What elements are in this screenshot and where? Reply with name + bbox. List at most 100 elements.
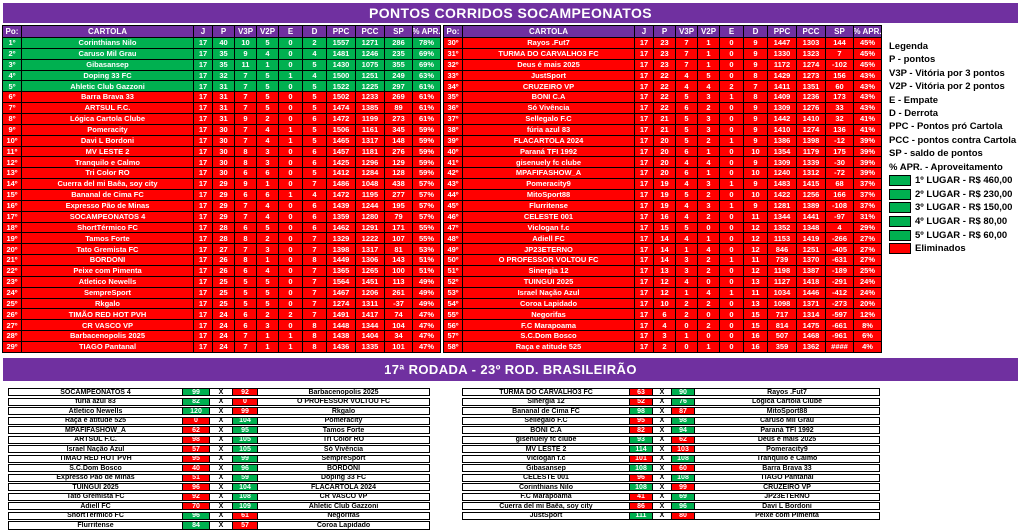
away-score-cell[interactable]: 90: [671, 388, 695, 397]
table-row[interactable]: 34º CRUZEIRO VP 17 22 4 4 2 7 1411 1351 60 43%: [444, 81, 882, 93]
away-team-cell[interactable]: MitoSport88: [694, 407, 880, 416]
home-score-cell[interactable]: 96: [182, 483, 210, 492]
pcc-cell[interactable]: 1451: [356, 276, 385, 288]
draws-cell[interactable]: 1: [279, 124, 303, 136]
position-cell[interactable]: 28º: [3, 331, 22, 343]
position-cell[interactable]: 24º: [3, 287, 22, 299]
team-name-cell[interactable]: BONI C.A: [463, 92, 635, 104]
draws-cell[interactable]: 1: [720, 255, 744, 267]
draws-cell[interactable]: 0: [279, 59, 303, 71]
table-row[interactable]: 26º TIMÃO RED HOT PVH 17 24 6 2 2 7 1491 1417 74 47…: [3, 309, 441, 321]
losses-cell[interactable]: 5: [303, 81, 327, 93]
points-cell[interactable]: 19: [654, 179, 676, 191]
table-row[interactable]: 37º Sellegalo F.C 17 21 5 3 0 9 1442 1410 32 41%: [444, 114, 882, 125]
home-score-cell[interactable]: 40: [182, 464, 210, 473]
away-team-cell[interactable]: Tri Color RO: [257, 435, 430, 444]
games-cell[interactable]: 17: [194, 276, 213, 288]
pcc-cell[interactable]: 1314: [797, 309, 826, 321]
v3p-cell[interactable]: 10: [235, 38, 257, 49]
v2p-cell[interactable]: 3: [698, 200, 720, 212]
pcc-cell[interactable]: 1317: [356, 244, 385, 256]
home-team-cell[interactable]: Bananal de Cima FC: [462, 407, 630, 416]
sp-cell[interactable]: -961: [826, 331, 854, 343]
away-team-cell[interactable]: Barbacenopolis 2025: [257, 388, 430, 397]
games-cell[interactable]: 17: [194, 266, 213, 277]
points-cell[interactable]: 31: [213, 92, 235, 104]
team-name-cell[interactable]: Lógica Cartola Clube: [22, 114, 194, 125]
losses-cell[interactable]: 9: [744, 103, 768, 115]
away-team-cell[interactable]: Rayos .Fut7: [694, 388, 880, 397]
home-team-cell[interactable]: CELESTE 001: [462, 473, 630, 482]
v2p-cell[interactable]: 2: [698, 266, 720, 277]
pcc-cell[interactable]: 1339: [797, 157, 826, 169]
games-cell[interactable]: 17: [194, 146, 213, 158]
away-score-cell[interactable]: 87: [671, 407, 695, 416]
pcc-cell[interactable]: 1161: [356, 124, 385, 136]
pcc-cell[interactable]: 1222: [356, 233, 385, 245]
v2p-cell[interactable]: 2: [257, 233, 279, 245]
sp-cell[interactable]: 171: [385, 222, 413, 234]
position-cell[interactable]: 32º: [444, 59, 463, 71]
home-team-cell[interactable]: Expresso Pão de Minas: [8, 473, 183, 482]
fixture-row[interactable]: MPAFIFASHOW_A 62 X 95 Tamos Forte: [8, 426, 433, 435]
ppc-cell[interactable]: 1386: [768, 135, 797, 147]
points-cell[interactable]: 26: [213, 255, 235, 267]
sp-cell[interactable]: 273: [385, 114, 413, 125]
v3p-cell[interactable]: 9: [235, 114, 257, 125]
v3p-cell[interactable]: 4: [676, 157, 698, 169]
team-name-cell[interactable]: Rayos .Fut7: [463, 38, 635, 49]
sp-cell[interactable]: -661: [826, 320, 854, 332]
ppc-cell[interactable]: 1172: [768, 59, 797, 71]
losses-cell[interactable]: 5: [303, 168, 327, 180]
losses-cell[interactable]: 13: [744, 276, 768, 288]
away-score-cell[interactable]: 99: [232, 454, 258, 463]
away-team-cell[interactable]: Tranquilo e Calmo: [694, 454, 880, 463]
losses-cell[interactable]: 7: [303, 233, 327, 245]
losses-cell[interactable]: 9: [744, 124, 768, 136]
games-cell[interactable]: 17: [194, 38, 213, 49]
sp-cell[interactable]: 81: [385, 244, 413, 256]
ppc-cell[interactable]: 1491: [327, 309, 356, 321]
losses-cell[interactable]: 5: [303, 124, 327, 136]
pcc-cell[interactable]: 1271: [356, 38, 385, 49]
position-cell[interactable]: 49º: [444, 244, 463, 256]
apr-cell[interactable]: 29%: [854, 222, 882, 234]
fixture-row[interactable]: SOCAMPEONATOS 4 99 X 92 Barbacenopolis 2025: [8, 388, 433, 397]
position-cell[interactable]: 42º: [444, 168, 463, 180]
team-name-cell[interactable]: Pomeracity: [22, 124, 194, 136]
draws-cell[interactable]: 0: [279, 211, 303, 223]
games-cell[interactable]: 17: [194, 233, 213, 245]
home-team-cell[interactable]: Viclogan f.c: [462, 454, 630, 463]
fixture-row[interactable]: Tato Gremista FC 92 X 108 CR VASCO VP: [8, 492, 433, 501]
games-cell[interactable]: 17: [635, 168, 654, 180]
ppc-cell[interactable]: 1467: [327, 287, 356, 299]
games-cell[interactable]: 17: [194, 114, 213, 125]
team-name-cell[interactable]: Barbacenopolis 2025: [22, 331, 194, 343]
games-cell[interactable]: 17: [635, 233, 654, 245]
v2p-cell[interactable]: 3: [698, 92, 720, 104]
losses-cell[interactable]: 6: [303, 146, 327, 158]
apr-cell[interactable]: 39%: [854, 135, 882, 147]
v3p-cell[interactable]: 7: [235, 342, 257, 353]
apr-cell[interactable]: 45%: [854, 59, 882, 71]
away-score-cell[interactable]: 99: [232, 407, 258, 416]
position-cell[interactable]: 11º: [3, 146, 22, 158]
team-name-cell[interactable]: Só Vivência: [463, 103, 635, 115]
points-cell[interactable]: 29: [213, 190, 235, 201]
draws-cell[interactable]: 0: [279, 233, 303, 245]
team-name-cell[interactable]: Peixe com Pimenta: [22, 266, 194, 277]
ppc-cell[interactable]: 1309: [768, 103, 797, 115]
games-cell[interactable]: 17: [194, 81, 213, 93]
table-row[interactable]: 11º MV LESTE 2 17 30 8 3 0 6 1457 1181 276 59%: [3, 146, 441, 158]
table-row[interactable]: 48º Adiell FC 17 14 4 1 0 12 1153 1419 -266 27%: [444, 233, 882, 245]
pcc-cell[interactable]: 1179: [797, 146, 826, 158]
losses-cell[interactable]: 6: [303, 211, 327, 223]
team-name-cell[interactable]: F.C Marapoama: [463, 320, 635, 332]
home-score-cell[interactable]: 96: [629, 473, 653, 482]
points-cell[interactable]: 29: [213, 179, 235, 191]
home-team-cell[interactable]: Corinthians Nilo: [462, 483, 630, 492]
away-score-cell[interactable]: 69: [671, 492, 695, 501]
position-cell[interactable]: 25º: [3, 298, 22, 310]
table-row[interactable]: 16º Expresso Pão de Minas 17 29 7 4 0 6 1439 1244…: [3, 200, 441, 212]
sp-cell[interactable]: -72: [826, 168, 854, 180]
